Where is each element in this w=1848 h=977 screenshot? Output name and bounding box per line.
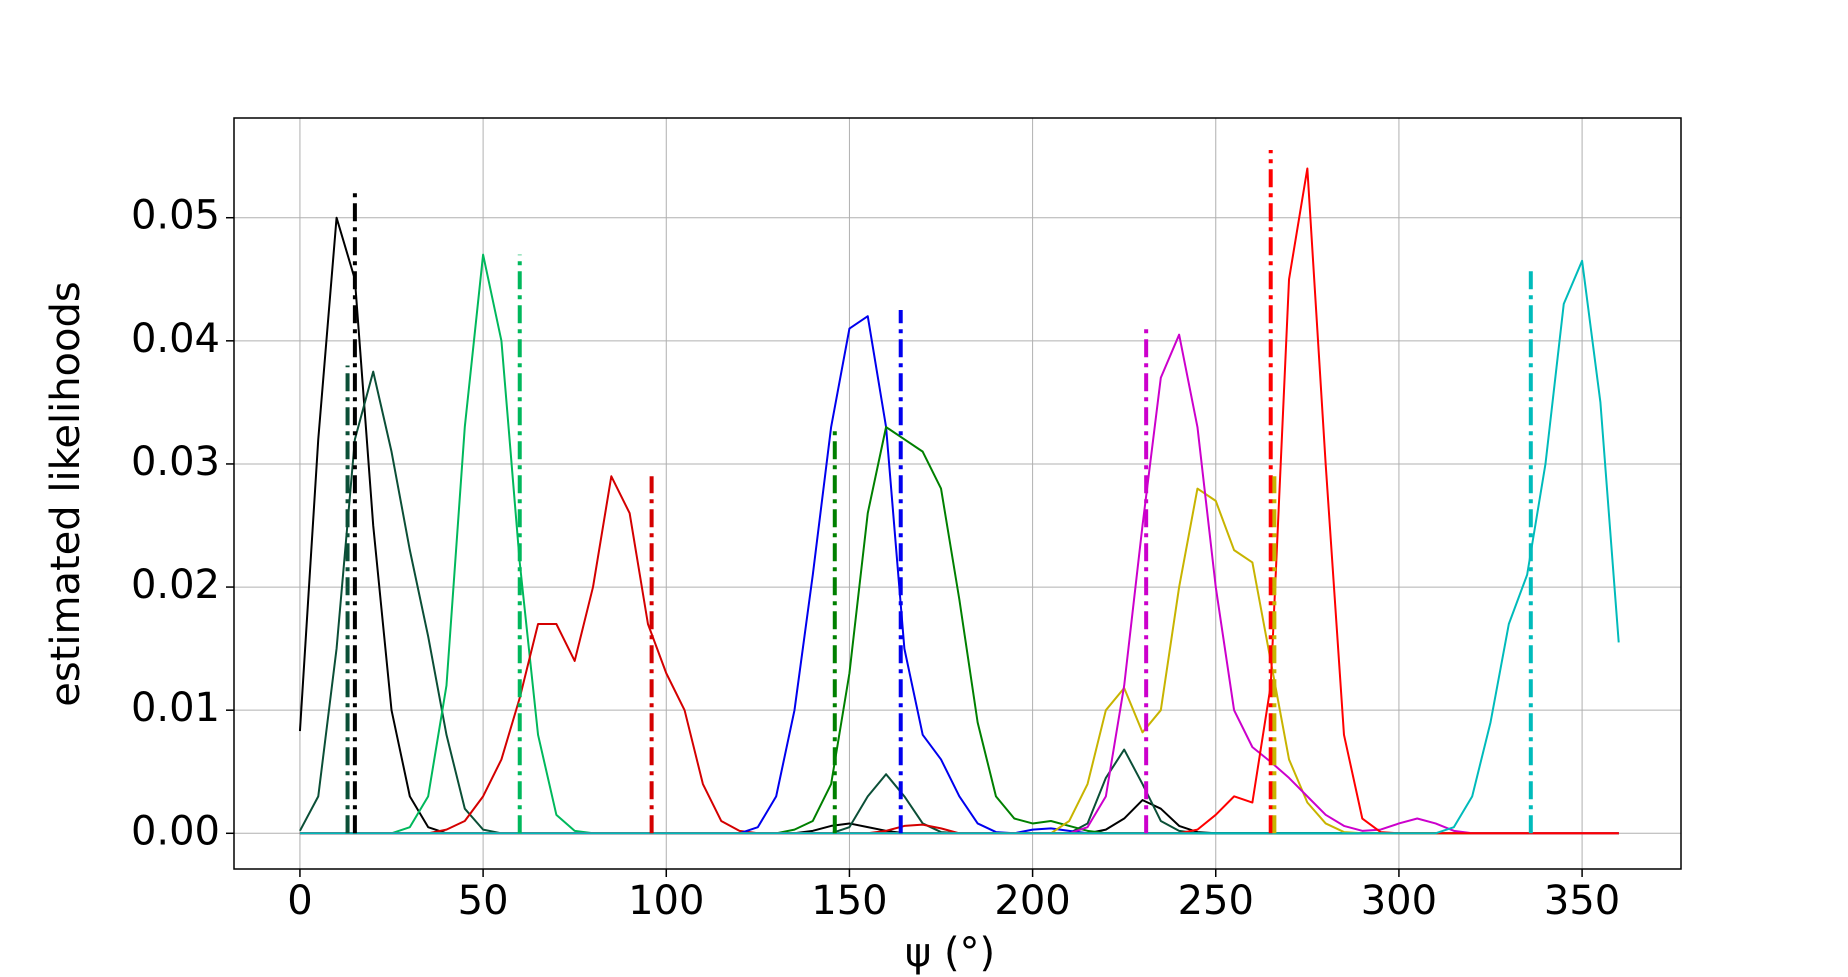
likelihood-line xyxy=(299,333,1619,835)
x-axis-label: ψ (°) xyxy=(905,930,995,976)
likelihood-line xyxy=(299,315,1619,835)
likelihood-line xyxy=(299,475,1619,835)
plot-frame xyxy=(233,117,1682,870)
x-tick-label: 50 xyxy=(458,878,509,924)
x-tick-label: 200 xyxy=(994,878,1070,924)
x-tick-label: 250 xyxy=(1178,878,1254,924)
x-tick-label: 0 xyxy=(287,878,312,924)
y-tick-label: 0.01 xyxy=(131,685,220,731)
y-tick-label: 0.03 xyxy=(131,439,220,485)
likelihood-line xyxy=(299,253,1619,835)
likelihood-line xyxy=(299,487,1619,835)
x-tick-label: 150 xyxy=(811,878,887,924)
x-tick-label: 350 xyxy=(1544,878,1620,924)
likelihood-line xyxy=(299,259,1620,835)
y-tick-label: 0.02 xyxy=(131,562,220,608)
x-tick-label: 300 xyxy=(1361,878,1437,924)
likelihood-line xyxy=(299,167,1619,835)
y-tick-label: 0.05 xyxy=(131,193,220,239)
likelihood-line xyxy=(299,426,1619,835)
y-tick-label: 0.00 xyxy=(131,808,220,854)
y-tick-label: 0.04 xyxy=(131,316,220,362)
x-tick-label: 100 xyxy=(628,878,704,924)
y-axis-label: estimated likelihoods xyxy=(43,281,89,706)
likelihood-line xyxy=(298,216,1619,835)
